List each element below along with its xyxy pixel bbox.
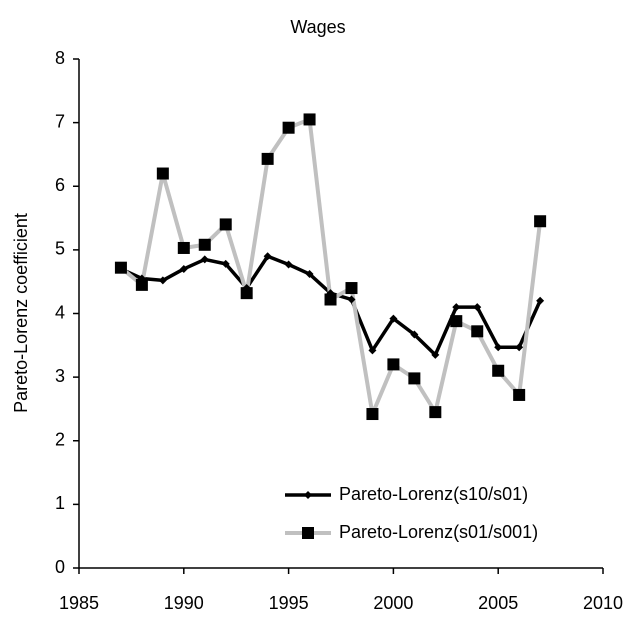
y-tick-label: 2 <box>55 430 65 450</box>
y-tick-label: 5 <box>55 239 65 259</box>
x-tick-label: 2000 <box>373 593 413 613</box>
y-tick-label: 8 <box>55 48 65 68</box>
legend-label: Pareto-Lorenz(s01/s001) <box>339 522 538 542</box>
data-point <box>198 238 211 251</box>
data-point <box>408 372 421 385</box>
data-point <box>389 314 398 323</box>
data-point <box>240 287 253 300</box>
data-point <box>366 408 379 421</box>
x-tick-label: 1985 <box>59 593 99 613</box>
data-point <box>219 218 232 231</box>
data-point <box>345 282 358 295</box>
data-point <box>179 264 188 273</box>
data-point <box>114 261 127 274</box>
data-point <box>221 259 230 268</box>
data-point <box>452 303 461 312</box>
x-tick-label: 2010 <box>583 593 623 613</box>
data-point <box>410 330 419 339</box>
y-tick-label: 7 <box>55 111 65 131</box>
data-point <box>261 152 274 165</box>
x-tick-label: 1990 <box>164 593 204 613</box>
data-point <box>200 255 209 264</box>
data-point <box>303 113 316 126</box>
data-point <box>263 252 272 261</box>
legend-marker <box>302 527 314 539</box>
y-tick-label: 0 <box>55 557 65 577</box>
y-tick-label: 4 <box>55 302 65 322</box>
x-tick-label: 1995 <box>269 593 309 613</box>
data-point <box>492 364 505 377</box>
data-point <box>513 388 526 401</box>
data-point <box>158 276 167 285</box>
legend-label: Pareto-Lorenz(s10/s01) <box>339 484 528 504</box>
data-point <box>450 315 463 328</box>
data-point <box>324 293 337 306</box>
data-point <box>387 358 400 371</box>
data-point <box>534 215 547 228</box>
data-point <box>284 260 293 269</box>
y-axis-label: Pareto-Lorenz coefficient <box>11 213 31 413</box>
data-point <box>177 241 190 254</box>
data-point <box>494 343 503 352</box>
data-point <box>156 167 169 180</box>
y-tick-label: 6 <box>55 175 65 195</box>
data-point <box>515 343 524 352</box>
data-point <box>473 303 482 312</box>
y-tick-label: 3 <box>55 366 65 386</box>
legend-marker <box>304 491 312 499</box>
data-point <box>135 278 148 291</box>
y-tick-label: 1 <box>55 493 65 513</box>
data-point <box>347 295 356 304</box>
data-point <box>305 270 314 279</box>
data-point <box>368 346 377 355</box>
x-tick-label: 2005 <box>478 593 518 613</box>
data-point <box>431 350 440 359</box>
data-point <box>429 406 442 419</box>
data-point <box>471 325 484 338</box>
data-point <box>282 121 295 134</box>
data-point <box>536 296 545 305</box>
chart-title: Wages <box>290 17 345 37</box>
